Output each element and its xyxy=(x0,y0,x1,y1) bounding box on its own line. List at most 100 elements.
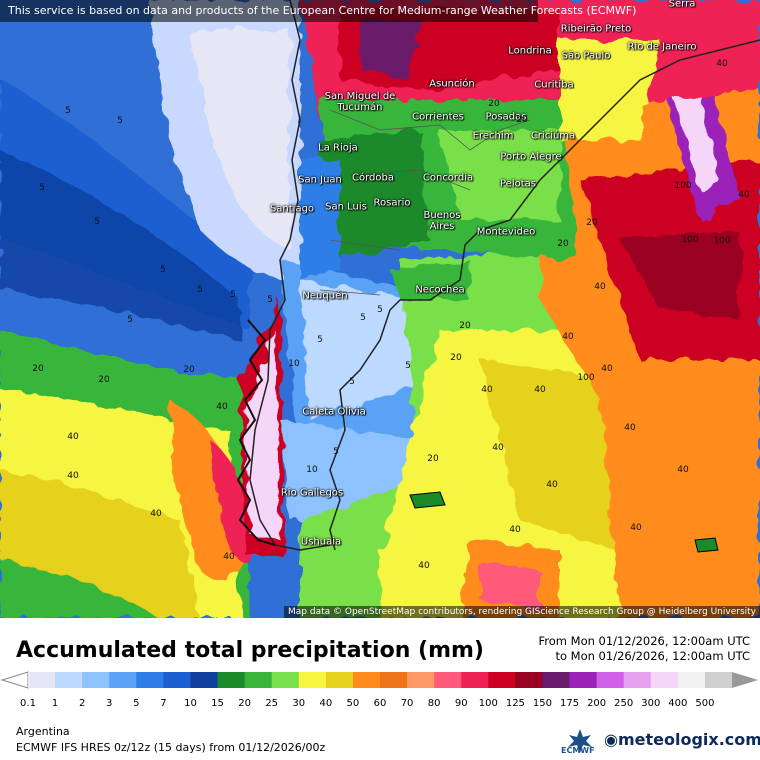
legend-tick-label: 250 xyxy=(614,698,634,709)
contour-label: 20 xyxy=(98,375,110,385)
city-label: La Rioja xyxy=(318,142,358,154)
contour-label: 40 xyxy=(418,561,430,571)
contour-label: 40 xyxy=(150,509,162,519)
city-label: Rio Gallegos xyxy=(280,487,344,499)
legend-arrow-right xyxy=(732,672,758,688)
map-attribution: Map data © OpenStreetMap contributors, r… xyxy=(284,606,760,618)
contour-label: 100 xyxy=(674,181,692,191)
time-range-to: to Mon 01/26/2026, 12:00am UTC xyxy=(555,649,750,663)
legend-tick-label: 5 xyxy=(133,698,140,709)
chart-title: Accumulated total precipitation (mm) xyxy=(16,638,484,663)
contour-label: 5 xyxy=(127,315,133,325)
legend-swatch xyxy=(542,672,571,688)
legend-tick-label: 50 xyxy=(346,698,360,709)
legend-swatch xyxy=(461,672,489,688)
city-label: Rosario xyxy=(373,197,411,209)
contour-label: 20 xyxy=(450,353,462,363)
legend-tick-label: 10 xyxy=(184,698,197,709)
legend-tick-label: 0.1 xyxy=(20,698,36,709)
legend-tick-label: 1 xyxy=(51,698,59,709)
legend-tick-label: 200 xyxy=(587,698,607,709)
contour-label: 20 xyxy=(427,454,439,464)
city-label: São Paulo xyxy=(561,50,611,62)
falkland-islands xyxy=(409,491,446,509)
legend-tick-label: 500 xyxy=(695,698,715,709)
contour-label: 20 xyxy=(557,239,569,249)
city-label: San Miguel de Tucumán xyxy=(324,91,396,113)
city-label: Santiago xyxy=(269,203,315,215)
city-label: Erechim xyxy=(472,130,514,142)
legend-swatch xyxy=(515,672,543,688)
data-source-banner: This service is based on data and produc… xyxy=(0,0,636,22)
legend-swatch xyxy=(650,672,679,688)
contour-label: 40 xyxy=(216,402,228,412)
legend-arrow-left xyxy=(0,671,29,689)
city-label: Montevideo xyxy=(476,226,536,238)
legend-swatch xyxy=(244,672,273,688)
city-label: Buenos Aires xyxy=(423,210,461,232)
contour-label: 40 xyxy=(67,432,79,442)
city-label: Concordia xyxy=(422,172,474,184)
legend-tick-label: 100 xyxy=(478,698,498,709)
info-panel xyxy=(0,618,760,760)
south-georgia xyxy=(694,537,719,553)
contour-label: 40 xyxy=(716,59,728,69)
legend-swatch xyxy=(190,672,219,688)
contour-label: 5 xyxy=(65,106,71,116)
contour-label: 40 xyxy=(601,364,613,374)
contour-label: 5 xyxy=(230,290,236,300)
contour-label: 40 xyxy=(624,423,636,433)
legend-tick-label: 30 xyxy=(292,698,306,709)
contour-label: 5 xyxy=(405,361,411,371)
legend-tick-label: 125 xyxy=(505,698,525,709)
legend-swatch xyxy=(55,672,83,688)
legend-tick-label: 60 xyxy=(373,698,387,709)
ecmwf-label: ECMWF xyxy=(561,746,595,755)
legend-swatch xyxy=(109,672,137,688)
legend-tick-label: 400 xyxy=(668,698,688,709)
model-run-label: ECMWF IFS HRES 0z/12z (15 days) from 01/… xyxy=(16,741,326,754)
legend-swatch xyxy=(217,672,246,688)
contour-label: 5 xyxy=(377,305,383,315)
legend-swatch xyxy=(82,672,110,688)
legend-swatch xyxy=(136,672,164,688)
contour-label: 100 xyxy=(577,373,595,383)
city-label: Asunción xyxy=(429,78,475,90)
city-label: Curitiba xyxy=(534,79,574,91)
legend-swatch xyxy=(380,672,408,688)
legend-tick-label: 20 xyxy=(238,698,251,709)
contour-label: 20 xyxy=(459,321,471,331)
contour-label: 40 xyxy=(481,385,493,395)
legend-swatch xyxy=(163,672,191,688)
legend-tick-label: 80 xyxy=(427,698,441,709)
contour-label: 100 xyxy=(713,236,731,246)
ecmwf-logo-icon xyxy=(568,729,592,753)
city-label: San Luis xyxy=(325,201,367,213)
city-label: Pelotas xyxy=(500,178,536,190)
city-label: Neuquén xyxy=(302,290,348,302)
city-label: Posadas xyxy=(485,111,527,123)
contour-label: 5 xyxy=(360,313,366,323)
city-label: Córdoba xyxy=(352,172,394,184)
legend-swatch xyxy=(704,672,733,688)
contour-label: 5 xyxy=(317,335,323,345)
meteologix-logo[interactable]: ◉meteologix.com xyxy=(604,730,760,749)
legend-swatch xyxy=(488,672,516,688)
contour-label: 5 xyxy=(197,285,203,295)
contour-label: 5 xyxy=(117,116,123,126)
legend-tick-label: 25 xyxy=(265,698,279,709)
city-label: Rio de Janeiro xyxy=(627,41,697,53)
contour-label: 40 xyxy=(630,523,642,533)
contour-label: 40 xyxy=(594,282,606,292)
city-label: San Juan xyxy=(298,174,342,186)
contour-label: 100 xyxy=(681,235,699,245)
contour-label: 10 xyxy=(306,465,318,475)
contour-label: 5 xyxy=(94,217,100,227)
legend-tick-label: 3 xyxy=(106,698,113,709)
legend-swatch xyxy=(28,672,56,688)
city-label: Porto Alegre xyxy=(500,151,562,163)
legend-tick-label: 40 xyxy=(319,698,333,709)
contour-label: 40 xyxy=(492,443,504,453)
legend-swatch xyxy=(271,672,300,688)
color-legend xyxy=(0,671,758,689)
